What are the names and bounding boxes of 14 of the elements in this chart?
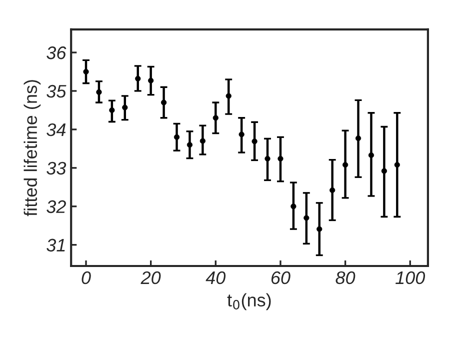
y-tick-label: 35 xyxy=(46,84,66,98)
y-axis-title: fitted lifetime (ns) xyxy=(24,80,41,216)
x-tick-label: 0 xyxy=(82,271,91,284)
y-tick-label: 36 xyxy=(46,46,66,60)
x-tick-label: 100 xyxy=(396,271,426,284)
x-tick-label: 40 xyxy=(206,271,226,284)
x-tick-label: 80 xyxy=(336,271,356,284)
y-tick-label: 33 xyxy=(46,162,66,175)
y-tick-label: 34 xyxy=(46,123,66,136)
y-tick-label: 31 xyxy=(46,238,65,252)
y-tick-label: 32 xyxy=(46,200,66,214)
x-tick-label: 20 xyxy=(140,271,161,284)
x-tick-label: 60 xyxy=(271,271,290,284)
x-axis-title: t$_{0}$(ns) xyxy=(227,293,271,310)
